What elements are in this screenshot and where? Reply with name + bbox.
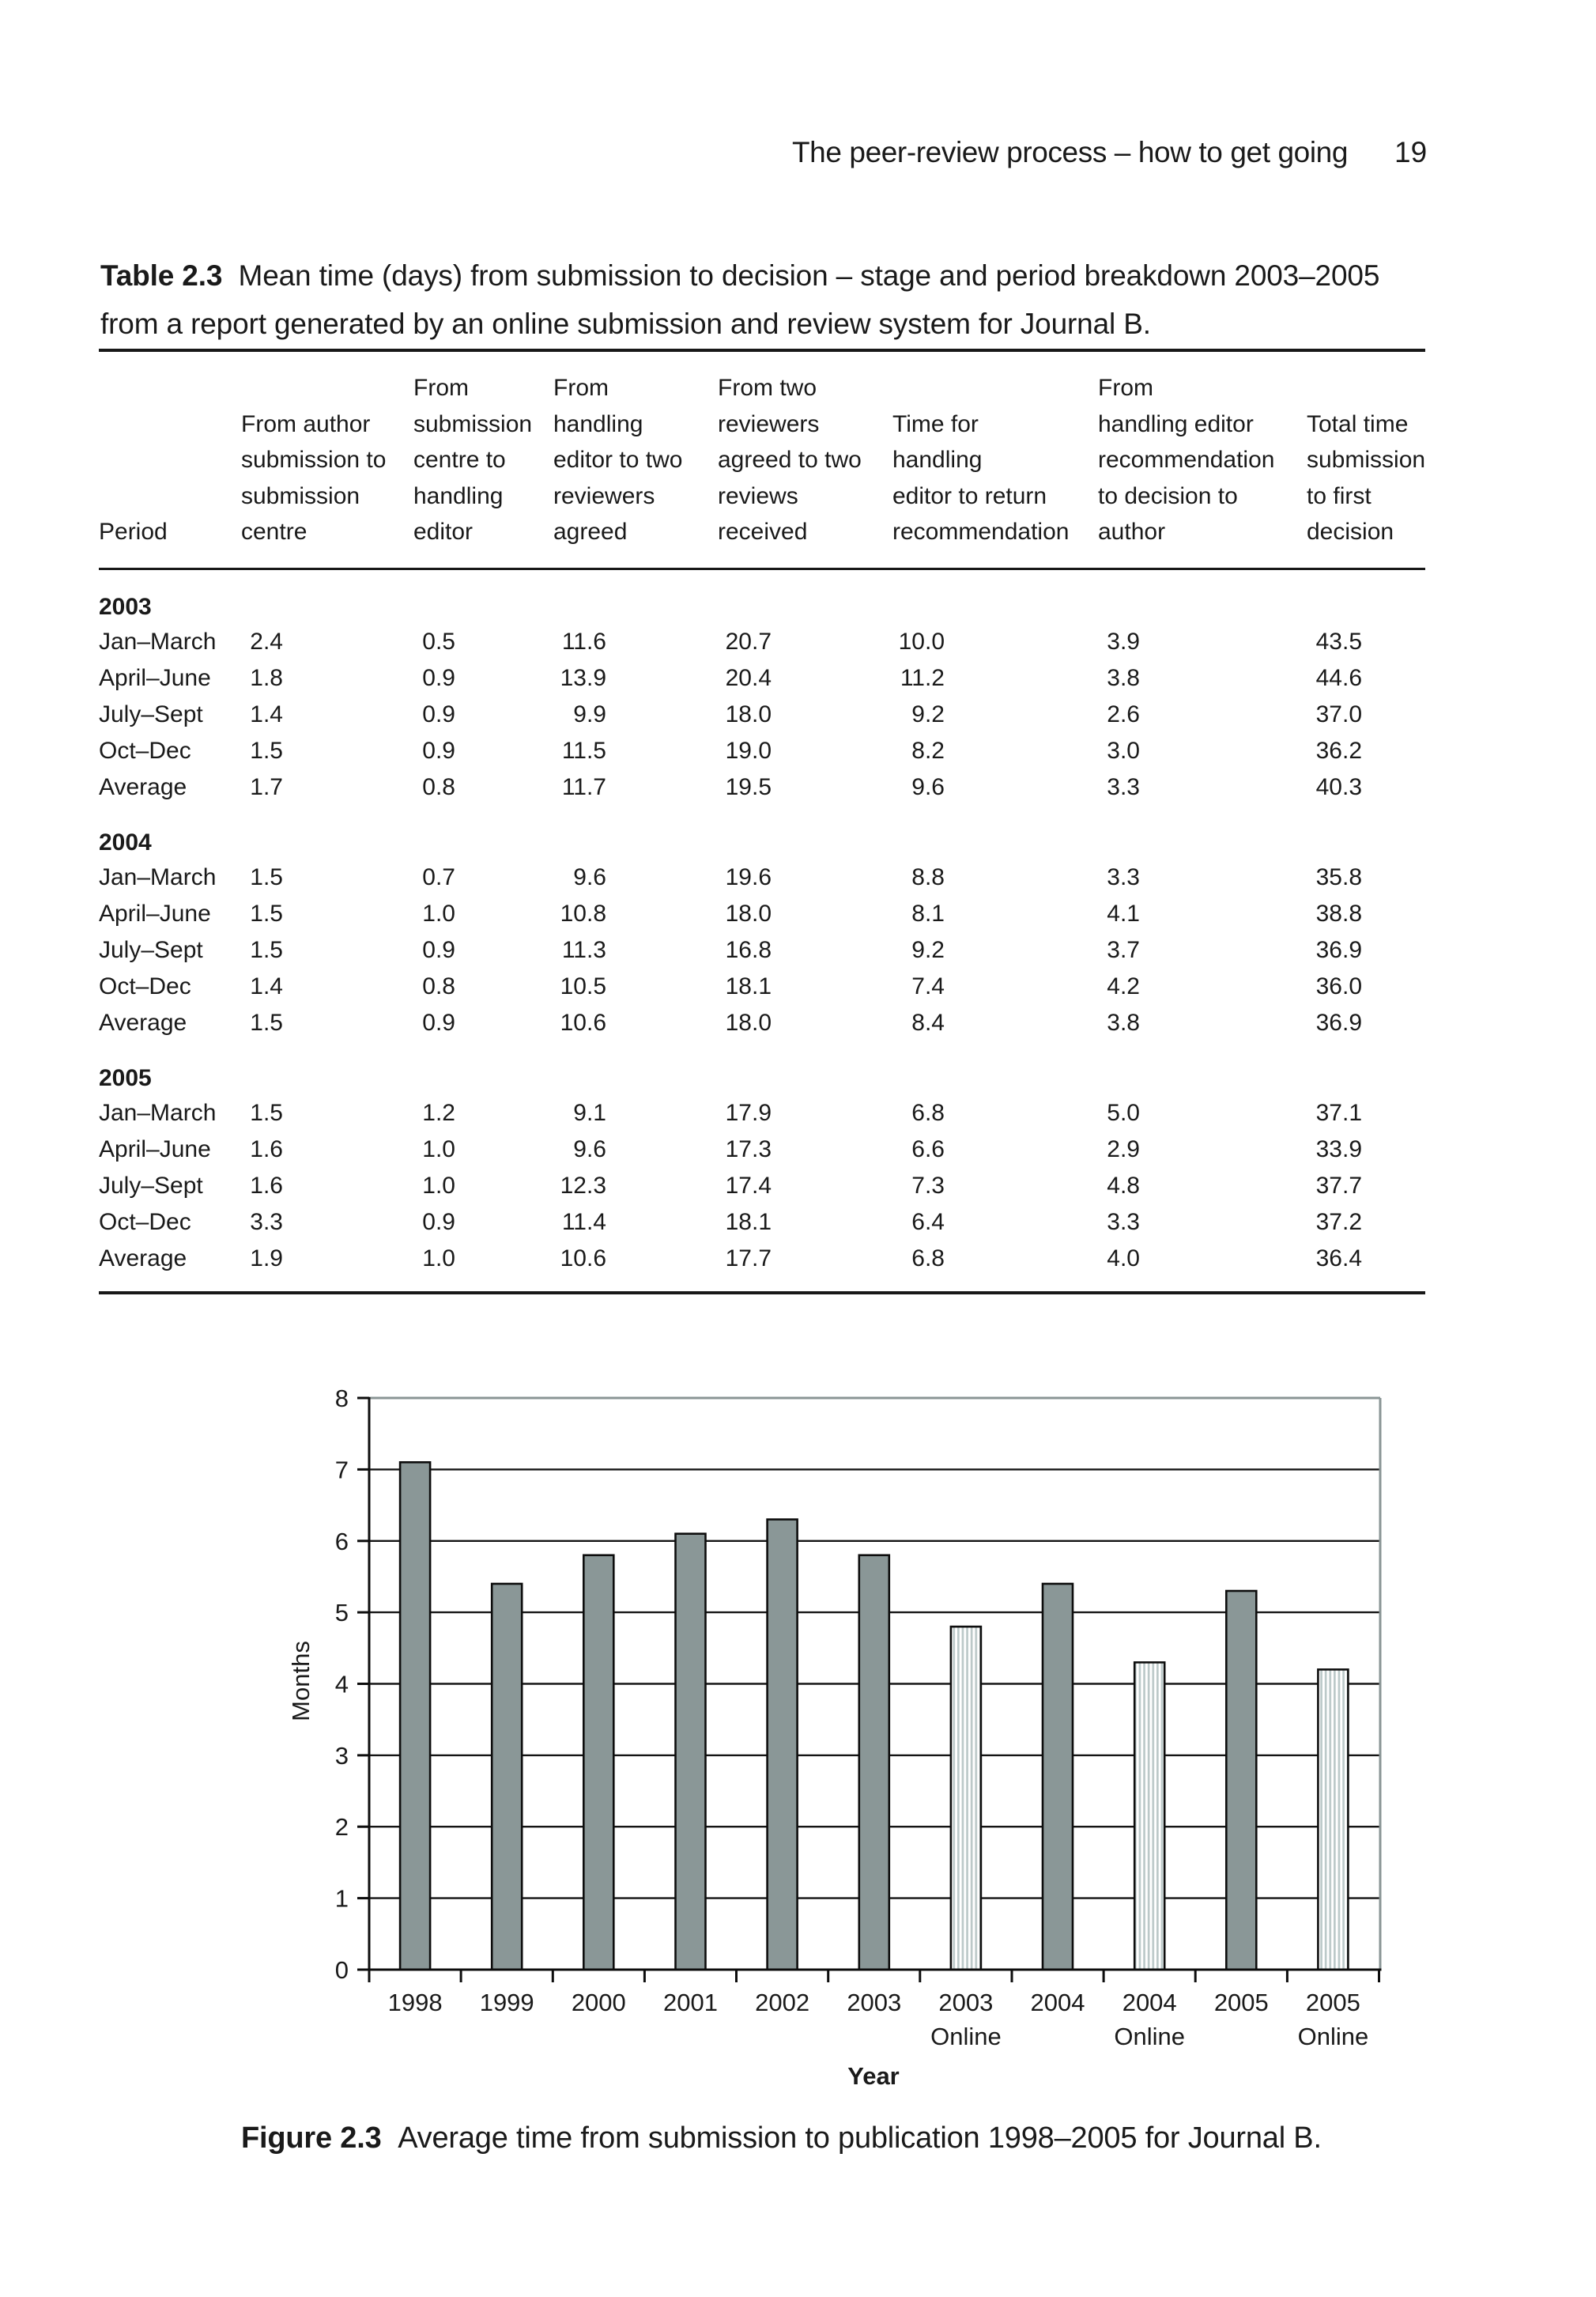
- svg-text:Online: Online: [1298, 2023, 1369, 2050]
- svg-text:2004: 2004: [1122, 1989, 1177, 2016]
- svg-text:2004: 2004: [1031, 1989, 1085, 2016]
- svg-text:Year: Year: [847, 2062, 900, 2090]
- svg-text:2005: 2005: [1214, 1989, 1269, 2016]
- svg-text:Online: Online: [1114, 2023, 1185, 2050]
- svg-text:Months: Months: [287, 1641, 315, 1721]
- svg-text:4: 4: [335, 1671, 349, 1698]
- svg-text:8: 8: [335, 1385, 349, 1412]
- svg-text:2: 2: [335, 1813, 349, 1841]
- svg-text:2003: 2003: [847, 1989, 901, 2016]
- svg-text:2002: 2002: [755, 1989, 809, 2016]
- svg-text:2000: 2000: [572, 1989, 626, 2016]
- svg-text:1998: 1998: [388, 1989, 443, 2016]
- svg-text:1: 1: [335, 1885, 349, 1913]
- svg-text:2003: 2003: [938, 1989, 993, 2016]
- svg-text:7: 7: [335, 1456, 349, 1483]
- svg-text:1999: 1999: [480, 1989, 534, 2016]
- svg-text:5: 5: [335, 1599, 349, 1626]
- svg-text:3: 3: [335, 1742, 349, 1770]
- svg-text:2001: 2001: [663, 1989, 718, 2016]
- svg-text:Online: Online: [930, 2023, 1002, 2050]
- svg-text:0: 0: [335, 1956, 349, 1984]
- svg-text:6: 6: [335, 1528, 349, 1555]
- svg-text:2005: 2005: [1306, 1989, 1360, 2016]
